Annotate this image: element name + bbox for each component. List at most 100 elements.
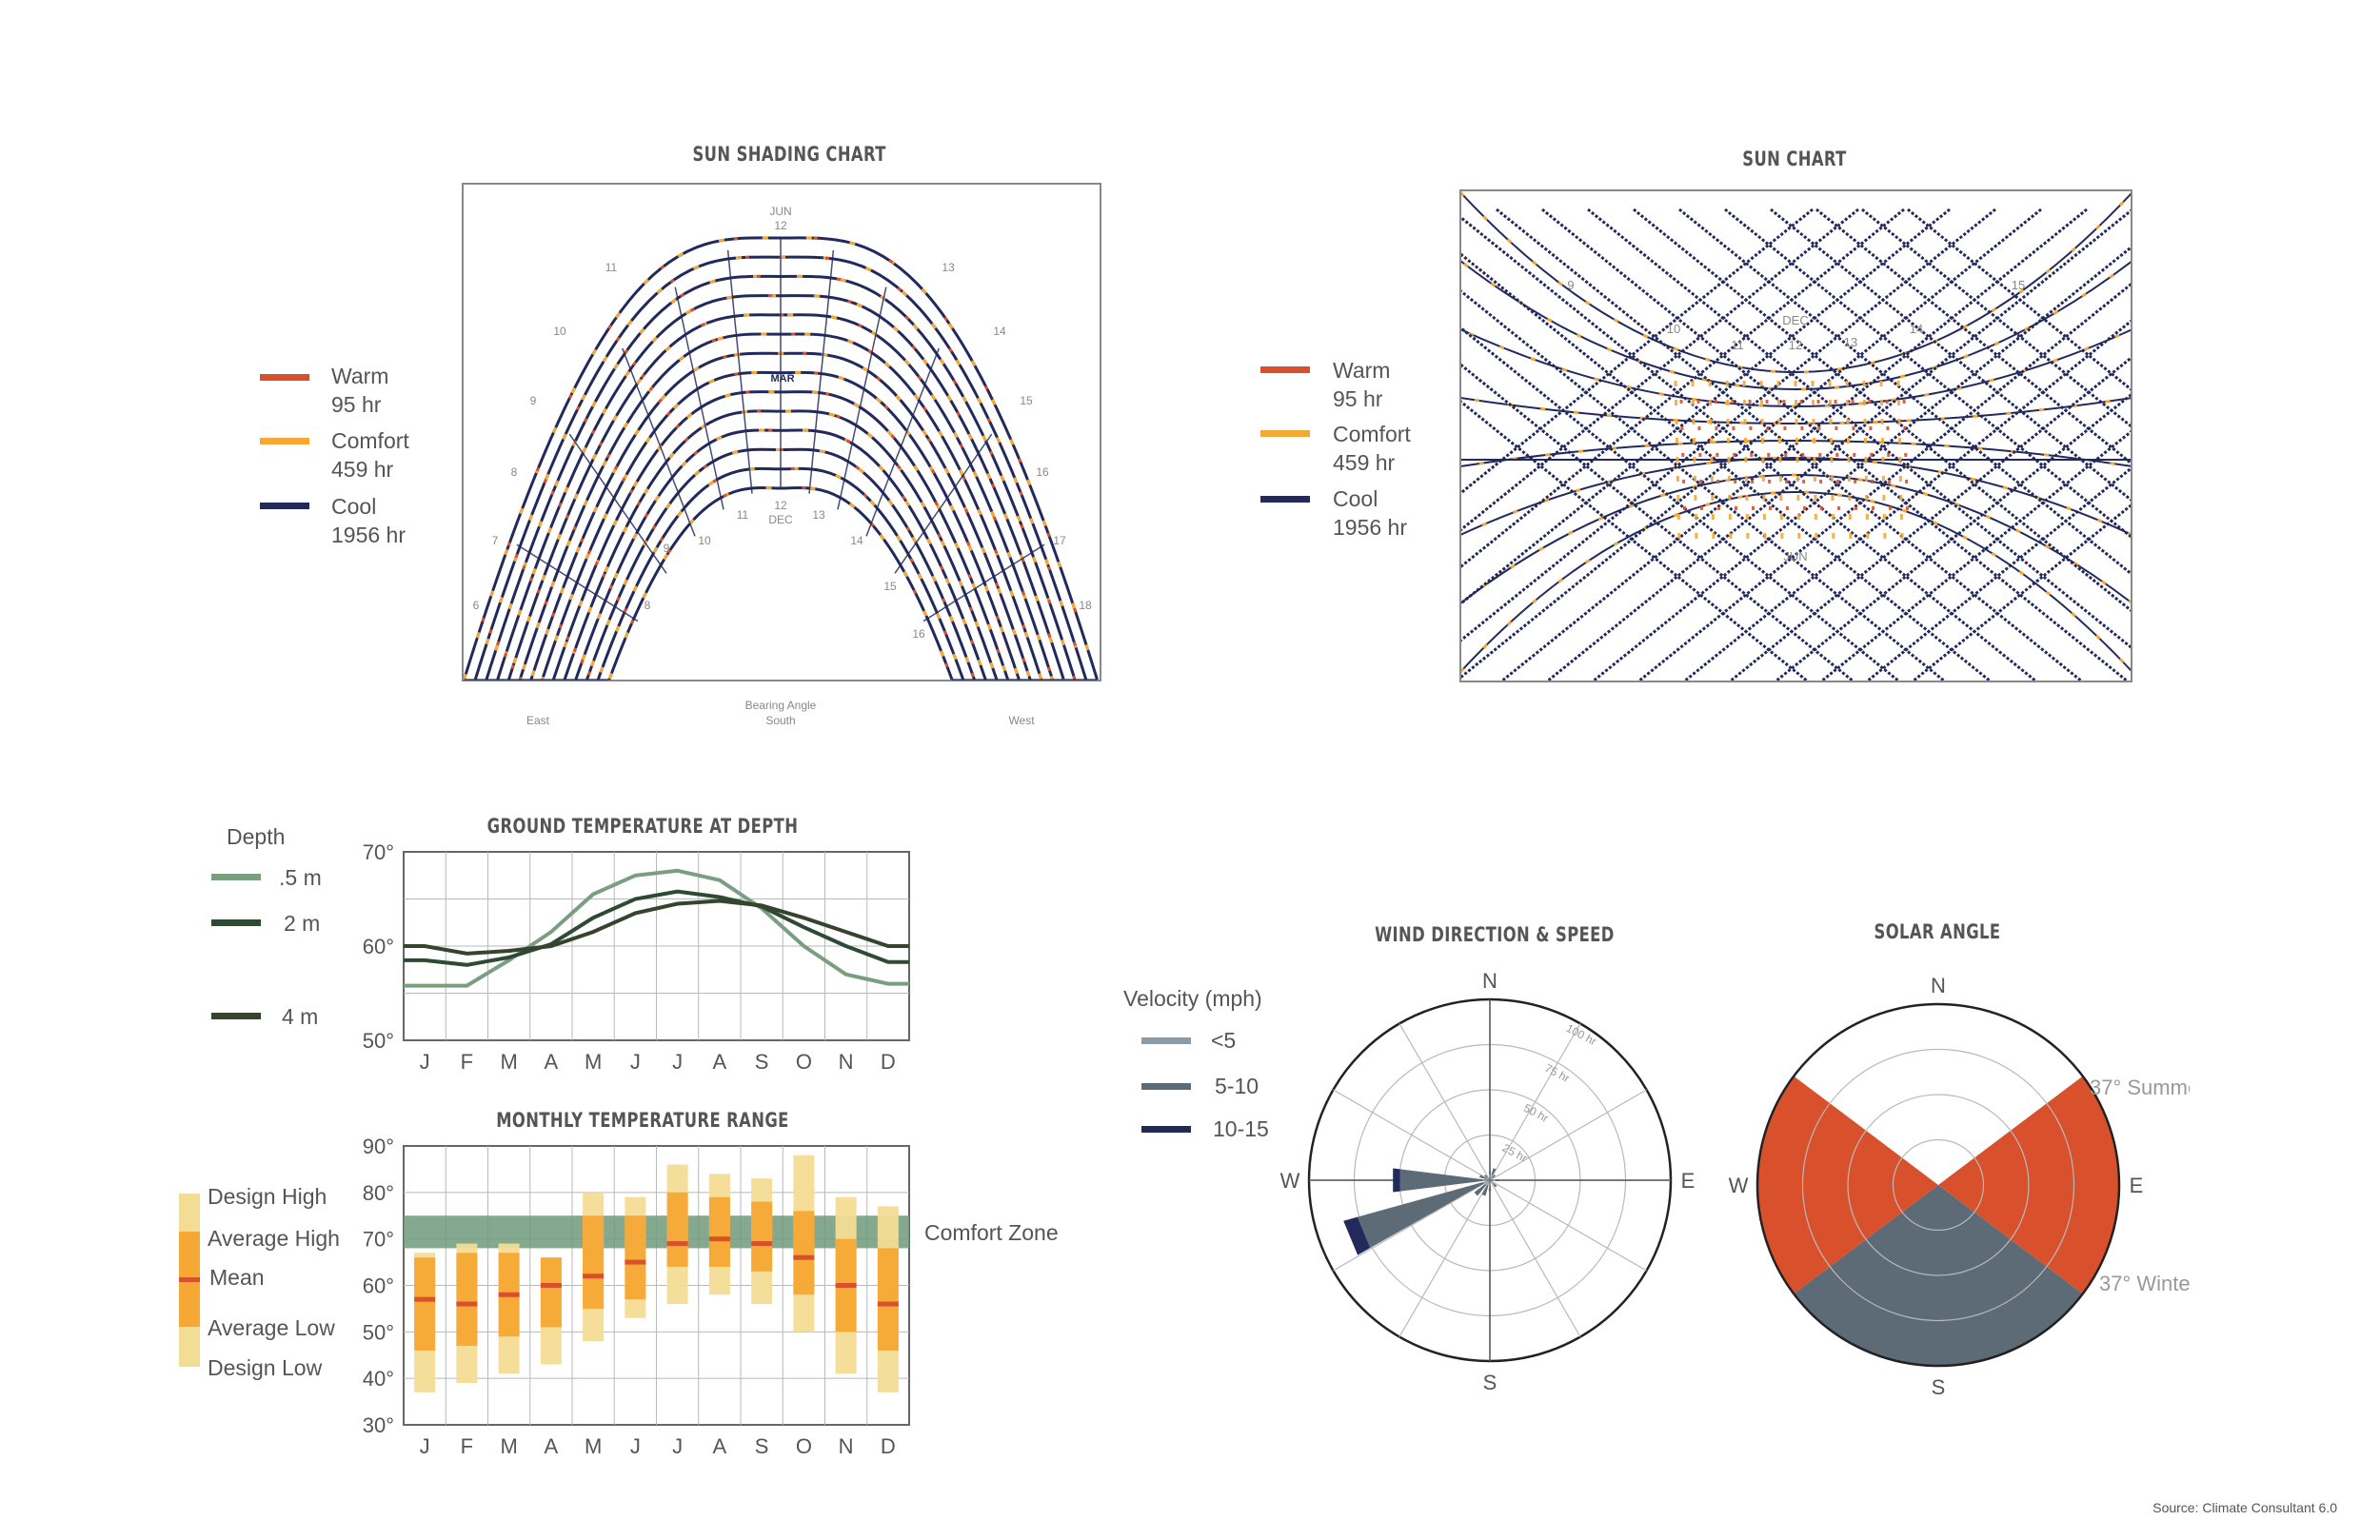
wind-petal-5-10: [1479, 1175, 1487, 1179]
legend2-comfort-hours: 459 hr: [1333, 450, 1396, 475]
ss-hour-label: 14: [993, 325, 1006, 338]
sc-hour-line-a: [1724, 207, 2132, 540]
sun-shading-chart: 6 7 8 9 10 11 13 14 15 16 17 18 8 9 10 11 13 14 15 16 JUN 1…: [462, 183, 1101, 727]
ss-hour-line: [837, 286, 887, 510]
monthly-xtick: N: [839, 1434, 854, 1458]
monthly-range-chart: 90° 80° 70° 60° 50° 40° 30° J F M A M J J A S O N D: [363, 1135, 910, 1458]
wind-petal-10-15: [1343, 1216, 1371, 1255]
sun-shading-frame: [462, 183, 1101, 681]
mean-mark: [708, 1236, 730, 1242]
ss-hour-label-inner: 15: [883, 580, 897, 593]
ground-xtick: J: [420, 1050, 430, 1074]
legend-average-low: Average Low: [208, 1315, 335, 1340]
sc-hour-line-a: [1770, 207, 2132, 503]
wind-legend-title: Velocity (mph): [1123, 986, 1262, 1011]
ground-legend-2: 2 m: [284, 911, 321, 936]
sc-hour-line-a: [1907, 207, 2132, 392]
average-range-bar: [708, 1196, 730, 1267]
ss-dec-noon: 12: [774, 499, 787, 512]
sc-comfort-marks: [1460, 473, 2132, 605]
solar-ring: [1801, 1048, 2075, 1322]
wind-legend-lt5-swatch: [1141, 1037, 1191, 1044]
solar-summer-label: 37° Summer: [2090, 1076, 2190, 1099]
sc-hour-line-a: [1815, 207, 2132, 465]
ground-ytick: 50°: [363, 1029, 394, 1053]
monthly-xtick: J: [630, 1434, 641, 1458]
legend2-comfort-swatch: [1260, 430, 1310, 437]
legend2-cool-swatch: [1260, 496, 1310, 503]
ss-hour-label: 7: [492, 534, 499, 547]
sc-hour-line-a: [1678, 207, 2132, 576]
average-range-bar: [625, 1215, 646, 1300]
ground-legend-4: 4 m: [282, 1004, 319, 1029]
wind-petal-lt5: [1485, 1180, 1490, 1185]
ground-xtick: J: [672, 1050, 683, 1074]
solar-winter-label: 37° Winter: [2099, 1272, 2190, 1295]
legend-warm-swatch: [260, 374, 309, 381]
mean-mark: [751, 1241, 773, 1247]
legend-comfort-label: Comfort: [331, 428, 409, 453]
ss-hour-label-inner: 8: [645, 599, 651, 612]
sc-hour-line-a: [1460, 251, 1993, 681]
wind-petal-lt5: [1490, 1179, 1496, 1181]
ground-xtick: A: [713, 1050, 727, 1074]
monthly-xtick: J: [420, 1434, 430, 1458]
solar-outer-ring: [1755, 1002, 2121, 1368]
wind-petal-lt5: [1490, 1177, 1493, 1180]
legend2-warm-hours: 95 hr: [1333, 386, 1383, 411]
average-range-bar: [877, 1248, 899, 1351]
sc-hour-label: 9: [1567, 278, 1574, 292]
sc-comfort-marks: [1691, 380, 1698, 543]
wind-petal-5-10: [1495, 1178, 1499, 1182]
monthly-xtick: A: [545, 1434, 559, 1458]
sc-hour-line-b: [1636, 282, 2132, 681]
wind-compass-E: E: [1681, 1169, 1696, 1193]
wind-petal-5-10: [1493, 1183, 1497, 1188]
monthly-xtick: F: [461, 1434, 473, 1458]
wind-legend-10-15: 10-15: [1213, 1116, 1269, 1141]
ss-hour-line: [894, 433, 993, 574]
legend-warm-label: Warm: [331, 364, 389, 388]
sc-comfort-marks: [1862, 380, 1870, 543]
wind-petal-lt5: [1490, 1180, 1495, 1185]
ss-hour-label: 18: [1079, 599, 1092, 612]
ground-series-line: [404, 898, 909, 956]
wind-petal-lt5: [1490, 1175, 1493, 1180]
sc-comfort-marks: [1896, 380, 1904, 543]
sc-dec-label: DEC: [1782, 313, 1808, 327]
wind-petal-5-10: [1488, 1185, 1492, 1192]
wind-spoke: [1489, 1089, 1647, 1181]
ss-hour-label: 6: [473, 599, 480, 612]
ground-legend-swatch-05: [211, 874, 261, 880]
ground-series-line: [404, 889, 909, 967]
sc-comfort-marks: [1742, 380, 1750, 543]
ss-hour-label-inner: 14: [850, 534, 863, 547]
ss-dec-label: DEC: [768, 513, 793, 526]
legend-cool-label: Cool: [331, 494, 377, 519]
sun-chart: 9 10 11 12 13 14 15 DEC JUN: [1459, 189, 2132, 682]
legend2-comfort-label: Comfort: [1333, 422, 1411, 446]
ground-temp-chart: 70° 60° 50° J F M A M J J A S O N D: [363, 840, 910, 1074]
ss-bearing-label: Bearing Angle: [745, 699, 817, 712]
sc-hour-line-b: [1460, 207, 1996, 643]
average-range-bar: [666, 1192, 688, 1267]
sc-hour-line-b: [1498, 207, 2088, 681]
monthly-xtick: A: [713, 1434, 727, 1458]
ground-ytick: 70°: [363, 840, 394, 864]
legend-cool-swatch: [260, 503, 309, 509]
wind-petal-lt5: [1482, 1180, 1490, 1184]
wind-spoke: [1489, 1023, 1581, 1181]
wind-spoke: [1333, 1179, 1491, 1272]
mean-mark: [583, 1273, 605, 1279]
sun-chart-frame: [1459, 189, 2132, 682]
legend-average-high: Average High: [208, 1226, 340, 1251]
monthly-xtick: J: [672, 1434, 683, 1458]
sc-hour-line-b: [1460, 207, 1814, 496]
sc-hour-line-b: [1460, 207, 1951, 606]
average-range-bar: [583, 1215, 605, 1309]
wind-petal-5-10: [1481, 1185, 1489, 1196]
average-range-bar: [456, 1253, 478, 1346]
ss-comfort-marks: [574, 428, 987, 681]
monthly-xtick: O: [796, 1434, 812, 1458]
mean-mark: [793, 1254, 815, 1260]
